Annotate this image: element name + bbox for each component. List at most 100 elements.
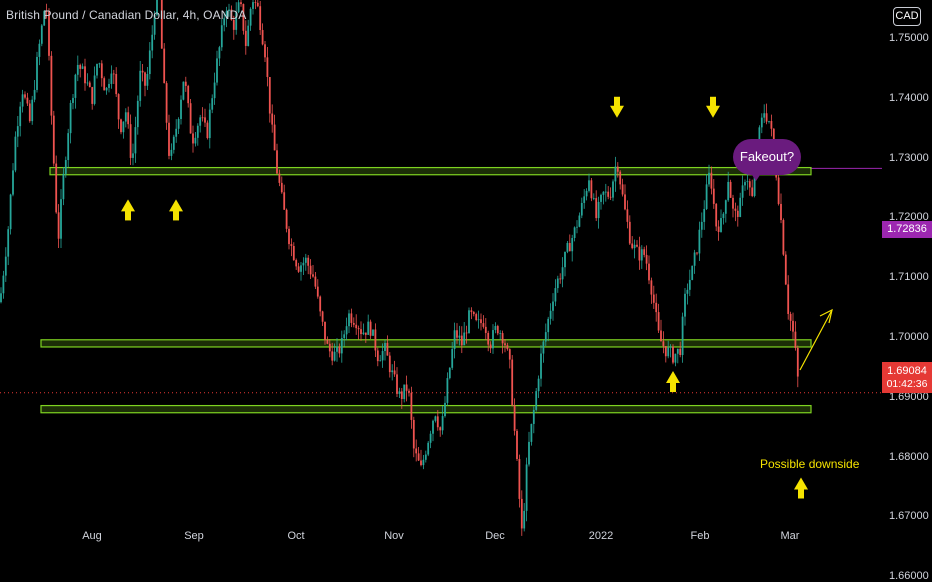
candle-body [28,103,31,122]
candle-body [566,242,569,252]
candle-body [62,173,65,200]
candle-body [170,149,173,156]
candle-body [501,333,504,344]
zone-support-upper [40,339,812,348]
candle-body [583,196,586,203]
candle-body [700,221,703,230]
arrow-up-icon [666,371,680,393]
candle-body [571,237,574,252]
candle-body [350,313,353,323]
candle-body [261,30,264,45]
candle-body [777,177,780,204]
candle-body [710,172,713,189]
candle-body [624,194,626,210]
candle-body [496,326,499,334]
candle-body [732,197,734,209]
candle-body [465,332,468,334]
candle-body [796,347,799,377]
candle-body [595,198,598,219]
candle-body [182,81,185,100]
candle-body [115,74,118,95]
x-tick-label: Dec [485,530,505,542]
candle-body [388,355,391,373]
candle-body [172,136,175,150]
candle-body [669,346,672,348]
candle-body [139,70,142,101]
candle-body [681,316,684,356]
candle-body [763,113,766,118]
candle-body [122,121,125,133]
arrow-head [121,199,135,212]
candle-body [228,9,230,12]
zone-support-lower [40,404,812,414]
candle-body [295,260,298,267]
candle-body [518,459,521,499]
candle-body [676,348,679,354]
candle-body [57,212,60,239]
candle-body [266,57,269,78]
candle-body [64,160,67,174]
candle-body [134,127,137,154]
candle-body [578,215,581,227]
candle-body [52,115,55,164]
candle-body [564,251,566,268]
candle-body [448,367,451,379]
arrow-head [610,105,624,118]
candle-body [180,99,182,120]
candle-body [309,265,312,275]
candle-body [242,4,245,31]
candle-body [268,77,271,114]
candle-body [148,50,151,75]
candle-body [391,370,394,373]
x-tick-label: Nov [384,530,404,542]
candle-body [43,11,46,26]
candle-body [429,433,432,443]
candle-body [458,335,461,338]
arrow-up-icon [121,199,135,221]
currency-button[interactable]: CAD [893,7,921,26]
candle-body [321,311,324,322]
candle-body [165,83,168,123]
candle-body [204,117,206,123]
y-tick-label: 1.71000 [889,271,929,284]
candle-body [439,427,442,431]
candle-body [326,339,329,344]
price-chart-svg[interactable] [0,0,932,550]
candle-body [225,11,228,19]
arrow-shaft [125,210,131,221]
candle-body [328,343,331,352]
candle-body [614,166,617,182]
candle-body [482,323,485,327]
candle-body [168,122,170,156]
candle-body [112,73,115,75]
candle-body [146,74,149,86]
fakeout-bubble: Fakeout? [733,139,801,175]
candle-body [124,112,127,122]
candle-body [33,89,36,100]
candle-body [67,133,70,161]
candle-body [530,423,533,442]
arrow-shaft [798,488,804,499]
candle-body [628,221,631,244]
candle-body [691,265,694,280]
candle-body [343,334,346,339]
candle-body [744,182,746,186]
candle-body [252,2,254,9]
candle-body [470,310,473,313]
x-tick-label: Feb [690,530,710,542]
candle-body [549,310,552,319]
candle-body [516,430,518,460]
candle-body [26,97,29,104]
candle-body [316,286,319,297]
candle-body [633,244,636,249]
candle-body [100,63,103,79]
arrow-up-icon [794,477,808,499]
candle-body [640,249,643,261]
candle-body [367,321,370,335]
level-price-value: 1.72836 [887,223,927,235]
candle-body [739,197,742,217]
candle-body [535,391,538,410]
y-tick-label: 1.69000 [889,390,929,403]
candle-body [156,0,158,15]
